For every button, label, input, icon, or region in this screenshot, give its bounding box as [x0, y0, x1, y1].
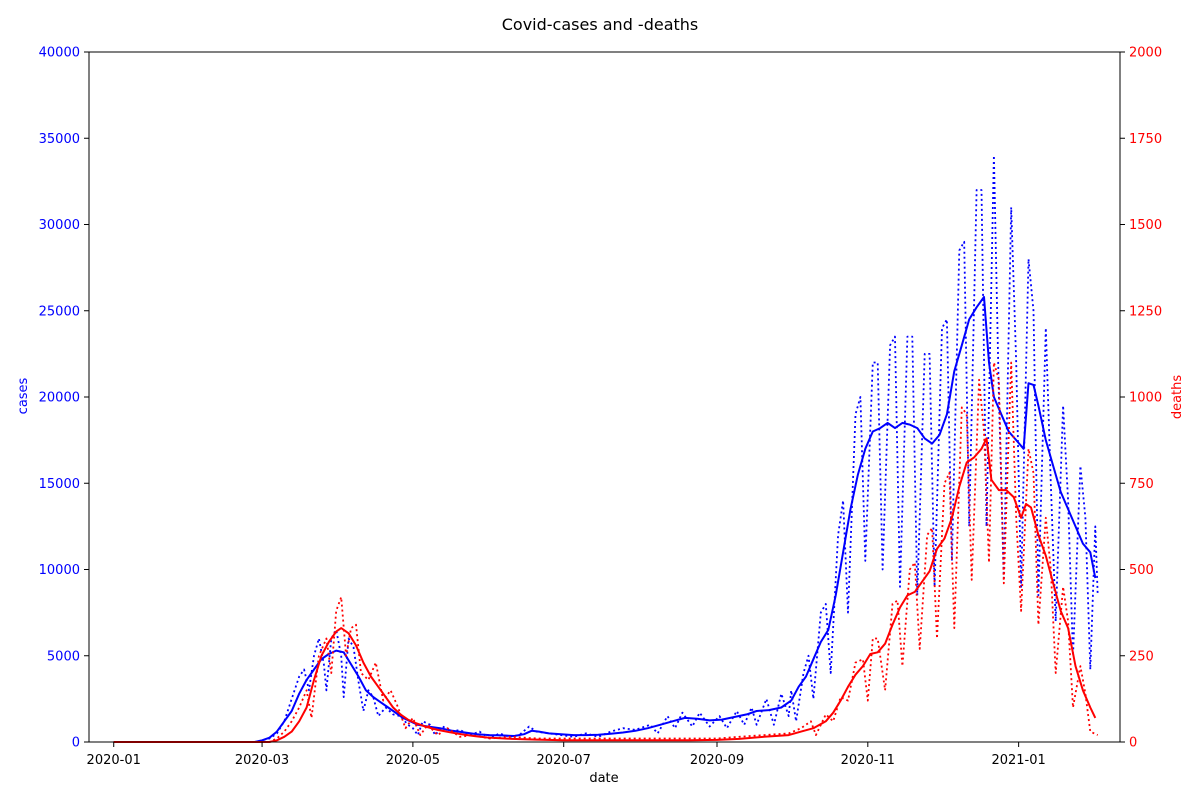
x-tick-label: 2020-01: [87, 753, 141, 768]
x-axis-label: date: [589, 771, 618, 786]
chart-title: Covid-cases and -deaths: [502, 15, 699, 34]
y-left-tick-label: 10000: [39, 563, 80, 578]
deaths-smoothed-line: [113, 437, 1097, 743]
y-right-tick-label: 750: [1129, 477, 1154, 492]
x-tick-label: 2020-05: [386, 753, 440, 768]
y-left-tick-label: 0: [72, 736, 80, 751]
x-tick-label: 2020-11: [841, 753, 895, 768]
y-left-axis-label: cases: [16, 377, 31, 414]
x-tick-label: 2021-01: [991, 753, 1045, 768]
y-left-tick-label: 5000: [47, 649, 80, 664]
y-right-tick-label: 0: [1129, 736, 1137, 751]
y-right-tick-label: 500: [1129, 563, 1154, 578]
x-tick-label: 2020-07: [537, 753, 591, 768]
x-tick-label: 2020-03: [235, 753, 289, 768]
cases-smoothed-line: [113, 295, 1097, 743]
y-left-tick-label: 25000: [39, 304, 80, 319]
y-left-tick-label: 40000: [39, 46, 80, 61]
y-right-tick-label: 1250: [1129, 304, 1162, 319]
y-right-tick-label: 1000: [1129, 391, 1162, 406]
y-left-tick-label: 30000: [39, 218, 80, 233]
y-right-tick-label: 1750: [1129, 132, 1162, 147]
x-tick-label: 2020-09: [690, 753, 744, 768]
axes: 2020-01 2020-03 2020-05 2020-07 2020-09 2020-…: [39, 46, 1162, 769]
y-left-tick-label: 35000: [39, 132, 80, 147]
y-left-tick-label: 20000: [39, 391, 80, 406]
y-right-tick-label: 250: [1129, 649, 1154, 664]
y-left-tick-label: 15000: [39, 477, 80, 492]
plot-area: [113, 154, 1099, 743]
y-right-tick-label: 2000: [1129, 46, 1162, 61]
y-right-tick-label: 1500: [1129, 218, 1162, 233]
y-right-axis-label: deaths: [1170, 375, 1185, 420]
